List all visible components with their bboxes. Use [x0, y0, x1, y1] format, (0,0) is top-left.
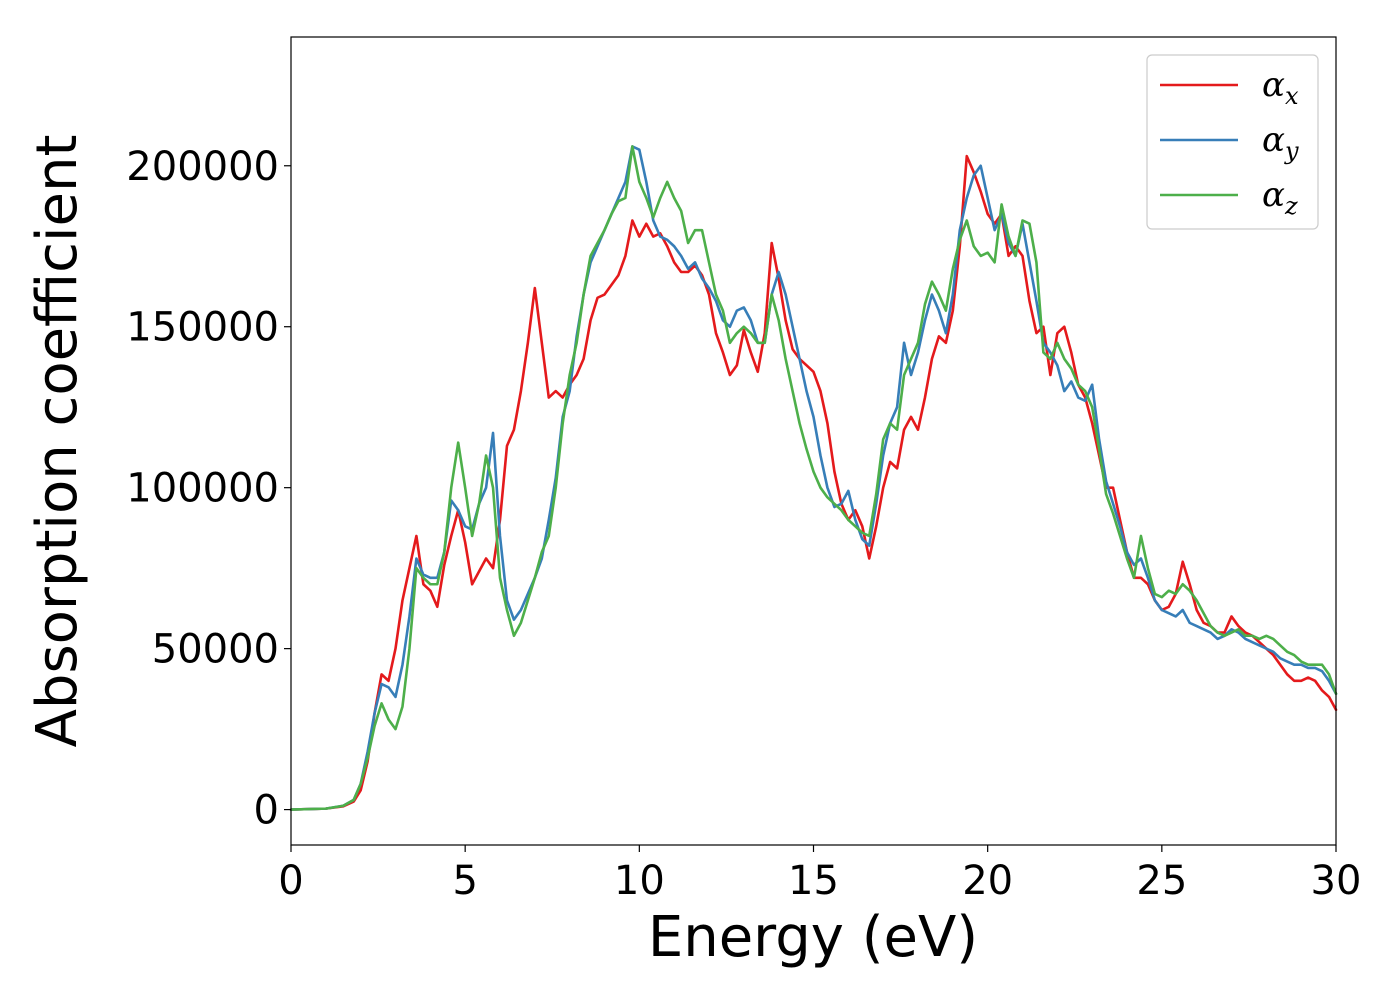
y-tick-label: 100000: [126, 466, 279, 512]
x-tick-label: 20: [962, 858, 1013, 904]
x-tick-label: 10: [614, 858, 665, 904]
x-axis-label: Energy (eV): [648, 905, 978, 970]
legend-label-subscript: y: [1284, 137, 1299, 165]
y-tick-label: 0: [254, 788, 279, 834]
x-tick-label: 30: [1311, 858, 1362, 904]
legend-label-subscript: x: [1285, 82, 1299, 110]
legend-box: [1146, 54, 1319, 230]
series-line-z: [289, 145, 1338, 811]
legend-label-subscript: z: [1284, 192, 1298, 220]
y-axis-label: Absorption coefficient: [25, 135, 90, 748]
legend-label-z: αz: [1262, 175, 1298, 220]
y-tick-label: 50000: [152, 627, 279, 673]
series-layer: [289, 145, 1338, 811]
series-line-y: [289, 145, 1338, 811]
y-axis-ticks: 0 50000 100000 150000 200000: [126, 144, 291, 834]
legend-label-symbol: α: [1262, 120, 1285, 160]
y-tick-label: 200000: [126, 144, 279, 190]
x-tick-label: 25: [1136, 858, 1187, 904]
x-axis-ticks: 0 5 10 15 20 25 30: [278, 845, 1361, 904]
legend-label-symbol: α: [1262, 65, 1285, 105]
x-tick-label: 5: [452, 858, 477, 904]
x-tick-label: 15: [788, 858, 839, 904]
y-tick-label: 150000: [126, 305, 279, 351]
x-tick-label: 0: [278, 858, 303, 904]
legend-label-y: αy: [1262, 120, 1299, 165]
legend-label-x: αx: [1262, 65, 1299, 110]
legend-label-symbol: α: [1262, 175, 1285, 215]
